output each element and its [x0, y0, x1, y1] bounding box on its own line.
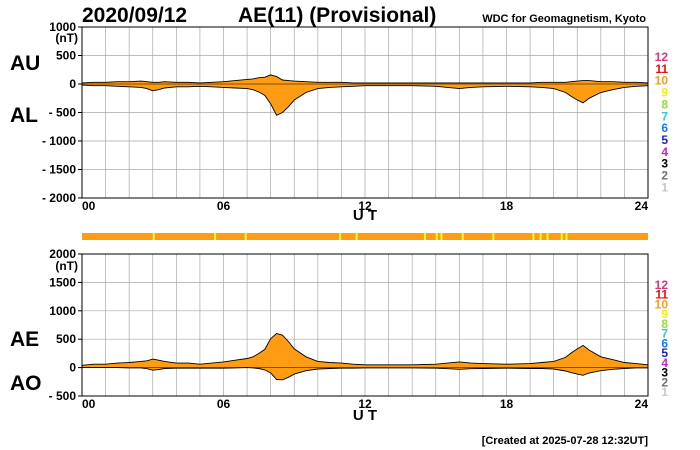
au-al-ytick-label: - 500: [49, 106, 77, 120]
band-highlight-mark: [461, 233, 464, 240]
band-highlight-mark: [152, 233, 155, 240]
au-label: AU: [10, 52, 40, 75]
data-source: WDC for Geomagnetism, Kyoto: [482, 13, 646, 25]
ae-label: AE: [10, 328, 39, 351]
legend-item: 9: [661, 86, 668, 100]
legend-item: 5: [661, 346, 668, 360]
band-highlight-mark: [440, 233, 443, 240]
ao-label: AO: [10, 372, 42, 395]
series-ae-line: [81, 333, 649, 366]
legend-item: 6: [661, 121, 668, 135]
legend-item: 3: [661, 157, 668, 171]
legend-item: 5: [661, 133, 668, 147]
band-highlight-mark: [435, 233, 438, 240]
au-al-ytick-label: - 1000: [42, 134, 76, 148]
band-highlight-mark: [423, 233, 426, 240]
ae-ao-ytick-label: - 500: [49, 389, 77, 403]
ae-ao-xlabel: U T: [353, 407, 377, 424]
legend-item: 11: [655, 62, 668, 76]
band-highlights: [152, 233, 568, 240]
created-timestamp: [Created at 2025-07-28 12:32UT]: [482, 435, 649, 447]
band-highlight-mark: [565, 233, 568, 240]
series-ae-area: [82, 333, 648, 368]
band-highlight-mark: [532, 233, 535, 240]
ae-ao-ytick-label: 2000: [49, 247, 76, 261]
ae-ao-grid: [82, 254, 648, 396]
ae-ao-yticks: 2000 1500 1000 500 0 - 500: [49, 247, 82, 403]
au-al-xticks: 00 06 12 18 24: [82, 199, 648, 213]
band-highlight-mark: [560, 233, 563, 240]
band-highlight-mark: [339, 233, 342, 240]
au-al-xtick-label: 06: [217, 199, 231, 213]
legend-item: 3: [661, 366, 668, 380]
au-al-xtick-label: 24: [635, 199, 649, 213]
ae-ao-xtick-label: 06: [217, 397, 231, 411]
ae-ao-ytick-label: 0: [69, 361, 76, 375]
band-background: [82, 233, 648, 240]
legend-item: 2: [661, 169, 668, 183]
legend-item: 7: [661, 109, 668, 123]
au-al-xtick-label: 12: [358, 199, 372, 213]
au-al-xlabel: U T: [353, 207, 377, 224]
ae-ao-ytick-label: 1500: [49, 275, 76, 289]
au-al-ytick-label: 0: [69, 77, 76, 91]
legend-item: 10: [655, 74, 669, 88]
au-al-area: [81, 74, 649, 116]
ae-ao-unit: (nT): [55, 259, 78, 273]
legend-item: 4: [661, 356, 668, 370]
ae-ao-xtick-label: 24: [635, 397, 649, 411]
au-al-ytick-label: 500: [56, 49, 76, 63]
au-al-unit: (nT): [55, 31, 78, 45]
ae-ao-xtick-label: 18: [500, 397, 514, 411]
au-al-grid: [82, 27, 648, 198]
legend-item: 1: [661, 385, 668, 399]
ae-ao-xtick-label: 00: [82, 397, 96, 411]
series-au-line: [81, 74, 649, 84]
plot-date: 2020/09/12: [82, 4, 187, 27]
au-al-ytick-label: - 2000: [42, 191, 76, 205]
au-al-xtick-label: 18: [500, 199, 514, 213]
ae-ao-xtick-label: 12: [358, 397, 372, 411]
au-al-ytick-label: 1000: [49, 20, 76, 34]
al-label: AL: [10, 104, 38, 127]
series-ao-area: [82, 367, 648, 380]
ae-ao-frame: [81, 253, 649, 397]
series-al-line: [81, 84, 649, 116]
ae-ao-area: [81, 333, 649, 381]
legend-item: 8: [661, 97, 668, 111]
band-highlight-mark: [214, 233, 217, 240]
band-highlight-mark: [355, 233, 358, 240]
legend-item: 2: [661, 375, 668, 389]
legend-item: 6: [661, 336, 668, 350]
au-al-xtick-label: 00: [82, 199, 96, 213]
ae-ao-ytick-label: 500: [56, 332, 76, 346]
legend-item: 12: [655, 278, 669, 292]
legend-item: 8: [661, 317, 668, 331]
band-highlight-mark: [546, 233, 549, 240]
legend-item: 12: [655, 50, 669, 64]
band-highlight-mark: [244, 233, 247, 240]
au-al-yticks: 1000 500 0 - 500 - 1000 - 1500 - 2000: [42, 20, 82, 205]
legend-item: 7: [661, 327, 668, 341]
ae-ao-ytick-label: 1000: [49, 304, 76, 318]
band-highlight-mark: [539, 233, 542, 240]
band-highlight-mark: [492, 233, 495, 240]
legend-item: 4: [661, 145, 668, 159]
station-count-band: [82, 233, 648, 240]
series-ao-line: [82, 367, 648, 381]
au-al-ytick-label: - 1500: [42, 163, 76, 177]
legend-item: 1: [661, 180, 668, 194]
ae-ao-xticks: 00 06 12 18 24: [82, 397, 648, 411]
legend-item: 9: [661, 307, 668, 321]
plot-title: AE(11) (Provisional): [238, 4, 436, 27]
legend-item: 11: [655, 288, 668, 302]
legend-item: 10: [655, 297, 669, 311]
